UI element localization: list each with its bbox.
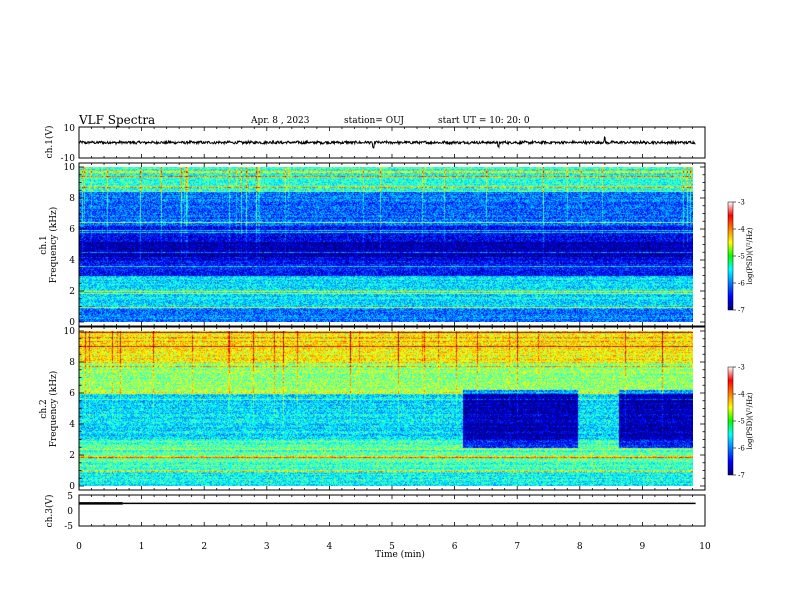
ch3-frame — [78, 494, 706, 527]
ch2-spectrogram-yticks: 0 2 4 6 8 10 — [64, 327, 705, 492]
time-tick-label: 0 — [76, 542, 82, 552]
freq-tick-label: 2 — [69, 451, 75, 461]
ch1-colorbar — [727, 201, 734, 311]
ch1-waveform-line — [78, 136, 696, 150]
time-tick-label: 6 — [452, 542, 458, 552]
ch1-ytick-top: 10 — [64, 124, 76, 134]
time-tick-label: 9 — [640, 542, 646, 552]
colorbar-tick-label: -7 — [738, 472, 745, 480]
ch1-ylabel: ch.1(V) — [44, 126, 55, 159]
ch3-time-ticks — [78, 495, 706, 526]
freq-tick-label: 8 — [69, 358, 75, 368]
time-axis-tick-labels: 0 1 2 3 4 5 6 7 8 9 10 — [76, 542, 711, 552]
ch2-colorbar-label: log(PSD)(V²/Hz) — [746, 392, 754, 449]
ch1-ytick-bottom: -10 — [61, 154, 76, 164]
ch2-spectrogram-image — [79, 331, 693, 486]
time-tick-label: 10 — [699, 542, 711, 552]
colorbar-tick-label: -6 — [738, 445, 745, 453]
colorbar-tick-label: -5 — [738, 253, 745, 261]
figure-title: VLF Spectra — [78, 113, 155, 127]
freq-tick-label: 6 — [69, 225, 75, 235]
time-tick-label: 1 — [139, 542, 145, 552]
freq-tick-label: 10 — [64, 163, 76, 173]
freq-tick-label: 4 — [69, 256, 75, 266]
ch2-colorbar — [727, 366, 734, 476]
ch1-spec-ylabel-line1: ch.1 — [39, 235, 49, 254]
colorbar-tick-label: -4 — [738, 226, 745, 234]
freq-tick-label: 10 — [64, 327, 76, 337]
header-date: Apr. 8 , 2023 — [250, 116, 310, 126]
time-axis-label: Time (min) — [375, 549, 425, 560]
colorbar-tick-label: -5 — [738, 418, 745, 426]
ch2-colorbar-ticks: -3 -4 -5 -6 -7 — [733, 364, 745, 480]
ch1-spec-time-ticks — [78, 163, 706, 326]
freq-tick-label: 2 — [69, 287, 75, 297]
time-tick-label: 8 — [577, 542, 583, 552]
time-tick-label: 3 — [264, 542, 270, 552]
ch1-spectrogram-image — [79, 167, 693, 322]
freq-tick-label: 8 — [69, 194, 75, 204]
ch2-spectrogram-image-holder — [79, 331, 693, 486]
header-station: station= OUJ — [344, 116, 404, 126]
ch1-spectrogram-image-holder — [79, 167, 693, 322]
time-tick-label: 7 — [514, 542, 520, 552]
freq-tick-label: 0 — [69, 482, 75, 492]
colorbar-tick-label: -3 — [738, 364, 745, 372]
time-tick-label: 4 — [327, 542, 333, 552]
ch3-ytick-0: 0 — [67, 507, 73, 517]
ch1-spectrogram-yticks: 0 2 4 6 8 10 — [64, 163, 705, 328]
ch2-spec-time-ticks — [78, 327, 706, 490]
freq-tick-label: 6 — [69, 389, 75, 399]
ch2-spec-ylabel-line1: ch.2 — [39, 399, 49, 418]
ch3-ytick-5: 5 — [67, 492, 73, 502]
time-tick-label: 2 — [201, 542, 207, 552]
colorbar-tick-label: -7 — [738, 307, 745, 315]
time-tick-label: 5 — [389, 542, 395, 552]
freq-tick-label: 0 — [69, 318, 75, 328]
colorbar-tick-label: -6 — [738, 280, 745, 288]
ch1-colorbar-label: log(PSD)(V²/Hz) — [746, 227, 754, 284]
ch3-ylabel: ch.3(V) — [44, 495, 55, 528]
ch2-spec-ylabel-line2: Frequency (kHz) — [48, 371, 59, 448]
ch1-colorbar-ticks: -3 -4 -5 -6 -7 — [733, 199, 745, 315]
ch1-waveform-panel: 10 -10 ch.1(V) — [44, 124, 706, 164]
freq-tick-label: 4 — [69, 420, 75, 430]
ch3-ytick-minus5: -5 — [64, 522, 73, 532]
ch1-spec-ylabel-line2: Frequency (kHz) — [48, 207, 59, 284]
colorbar-tick-label: -4 — [738, 391, 745, 399]
ch3-panel: 5 0 -5 ch.3(V) 0 1 2 3 4 5 6 7 8 9 10 Time (min) — [44, 492, 711, 560]
colorbar-tick-label: -3 — [738, 199, 745, 207]
header-start-ut: start UT = 10: 20: 0 — [438, 116, 530, 126]
ch1-time-ticks — [78, 127, 706, 158]
